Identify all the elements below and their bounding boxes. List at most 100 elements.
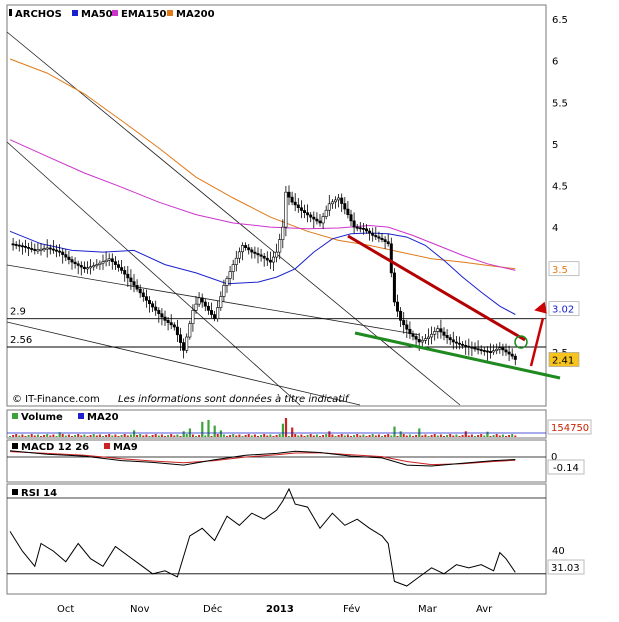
trendline-0	[6, 31, 461, 406]
price-tag-box	[548, 301, 580, 317]
volume-bar	[272, 436, 275, 437]
candle-body	[132, 281, 136, 286]
candle-body	[39, 248, 43, 251]
trendline-2	[6, 264, 421, 336]
candle-body	[374, 235, 378, 238]
volume-bar	[235, 435, 238, 437]
candle-body	[30, 248, 34, 250]
candle-body	[95, 264, 99, 267]
candle-body	[23, 245, 27, 248]
candle-body	[58, 250, 62, 253]
disclaimer: Les informations sont données à titre in…	[118, 393, 350, 405]
rsi-value-box	[547, 559, 585, 575]
volume-bar	[492, 435, 495, 437]
ma200-line	[9, 58, 516, 270]
candle-body	[210, 310, 214, 315]
candle-body	[467, 345, 471, 348]
candle-body	[200, 297, 204, 303]
candle-body	[473, 347, 477, 350]
candle-body	[395, 301, 399, 312]
volume-bar	[238, 434, 241, 437]
price-ytick-1: 6	[552, 57, 558, 68]
candle-body	[247, 247, 251, 251]
candle-body	[457, 342, 461, 345]
candle-body	[306, 212, 310, 216]
volume-bar	[495, 434, 498, 437]
candle-body	[61, 251, 65, 255]
volume-spike	[284, 418, 288, 437]
volume-bar	[247, 434, 250, 437]
candle-body	[54, 249, 58, 252]
candle-body	[185, 336, 189, 351]
candle-body	[380, 237, 384, 240]
volume-value-box	[547, 419, 592, 435]
volume-bar	[142, 435, 145, 437]
candle-body	[154, 306, 158, 311]
x-tick-label-3: 2013	[266, 604, 294, 615]
volume-bar	[253, 434, 256, 437]
volume-bar	[474, 436, 476, 437]
volume-spike	[281, 423, 284, 437]
volume-bar	[436, 435, 439, 437]
candle-body	[20, 245, 24, 248]
candle-body	[123, 270, 127, 275]
volume-bar	[449, 434, 452, 437]
volume-bar	[89, 435, 92, 437]
candle-body	[141, 292, 145, 297]
candle-body	[296, 204, 300, 209]
volume-bar	[36, 434, 39, 437]
candle-body	[299, 207, 303, 211]
candle-body	[399, 310, 403, 321]
breakout-circle	[514, 335, 528, 349]
volume-bar	[95, 435, 98, 437]
candle-body	[188, 323, 192, 338]
candle-body	[423, 338, 427, 341]
volume-bar	[365, 436, 368, 437]
volume-bar	[362, 434, 365, 437]
volume-bar	[470, 434, 473, 437]
rsi-swatch	[12, 489, 18, 495]
volume-bar	[250, 435, 253, 437]
candle-body	[383, 239, 387, 242]
candle-body	[343, 203, 347, 210]
candle-body	[67, 256, 71, 260]
volume-bar	[117, 436, 120, 437]
volume-bar	[173, 435, 176, 437]
volume-bar	[337, 435, 340, 437]
up-arrow-head	[534, 301, 547, 314]
volume-bar	[334, 436, 337, 437]
candle-body	[377, 236, 381, 239]
volume-bar	[371, 434, 374, 437]
candle-body	[315, 218, 319, 222]
candle-body	[461, 343, 465, 346]
volume-bar	[446, 435, 449, 437]
x-tick-label-4: Fév	[343, 603, 360, 615]
volume-bar	[24, 436, 27, 437]
candle-body	[175, 326, 179, 336]
candle-body	[442, 331, 446, 336]
candle-body	[287, 191, 291, 198]
volume-bar	[396, 436, 399, 437]
price-tag-label: 2.41	[552, 355, 574, 366]
volume-bar	[505, 436, 507, 437]
volume-bar	[498, 435, 501, 437]
candle-body	[79, 265, 83, 268]
volume-bar	[9, 436, 11, 437]
volume-bar	[123, 434, 126, 437]
ticker-marker	[9, 9, 12, 16]
candle-body	[433, 331, 437, 335]
volume-bar	[64, 435, 67, 437]
candle-body	[430, 333, 434, 338]
volume-bar	[15, 434, 18, 437]
volume-bar	[185, 434, 188, 437]
volume-bar	[257, 436, 259, 437]
candle-body	[476, 348, 480, 351]
volume-bar	[260, 435, 263, 437]
candle-body	[284, 191, 288, 228]
volume-bar	[164, 436, 166, 437]
volume-bar	[501, 434, 504, 437]
volume-ma-label: MA20	[87, 412, 119, 423]
candle-body	[454, 341, 458, 344]
volume-bar	[343, 435, 346, 437]
